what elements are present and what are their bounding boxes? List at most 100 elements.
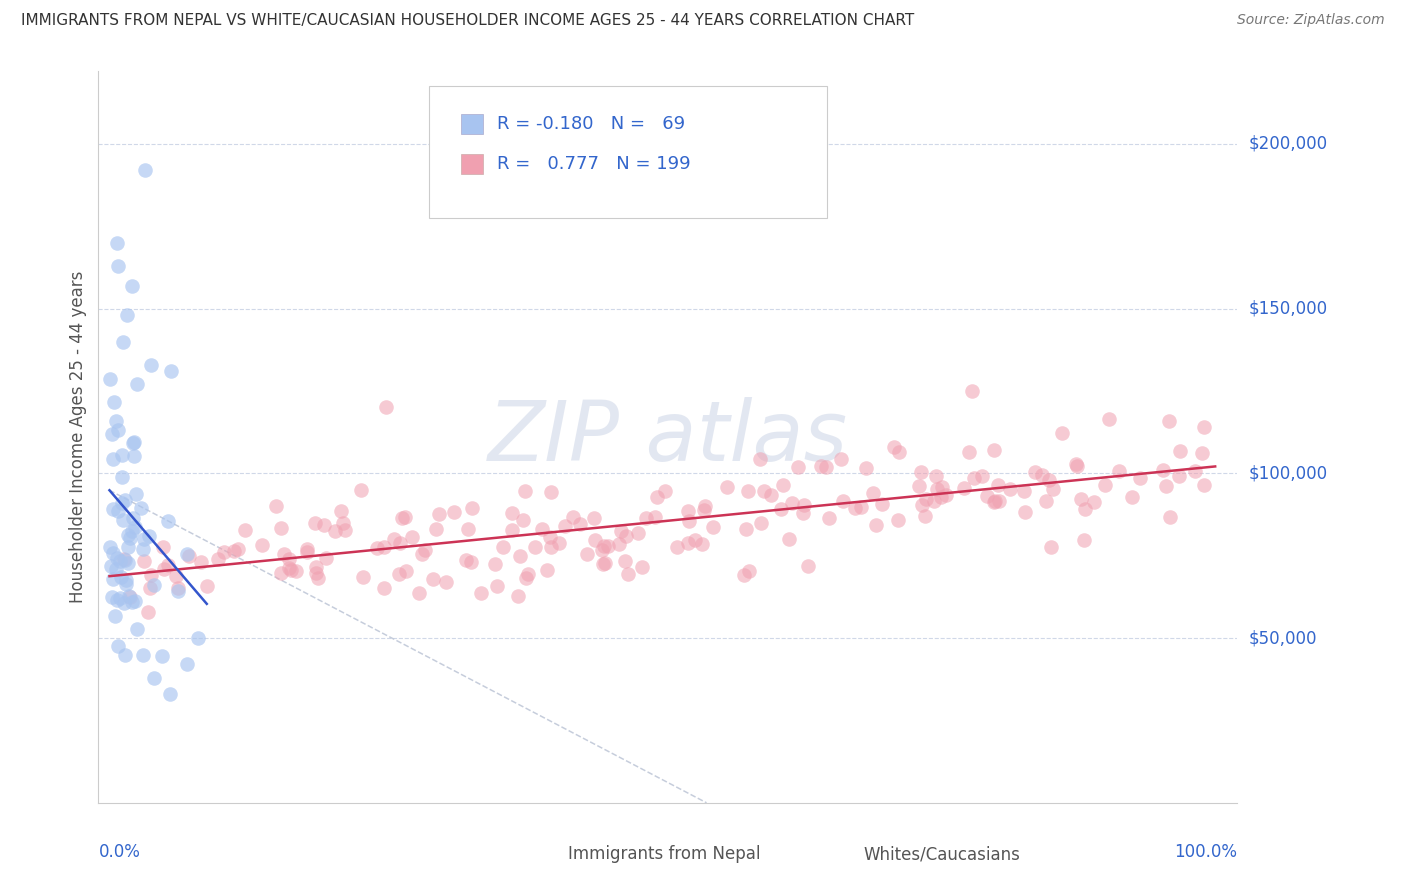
- Point: [122, 449, 145, 463]
- Point: [548, 536, 571, 550]
- Point: [124, 435, 146, 450]
- Point: [911, 498, 934, 512]
- Point: [538, 530, 561, 544]
- Point: [523, 540, 546, 554]
- Point: [233, 523, 256, 537]
- Text: ZIP atlas: ZIP atlas: [488, 397, 848, 477]
- Point: [1192, 420, 1215, 434]
- Point: [117, 589, 139, 603]
- Point: [101, 451, 124, 466]
- Point: [865, 518, 887, 533]
- Point: [132, 533, 155, 547]
- Point: [693, 499, 716, 513]
- Point: [350, 483, 373, 497]
- Point: [1064, 458, 1087, 472]
- Point: [166, 584, 188, 599]
- Point: [987, 493, 1010, 508]
- Point: [394, 510, 416, 524]
- Point: [114, 492, 136, 507]
- Point: [792, 506, 814, 520]
- Point: [222, 543, 245, 558]
- Point: [1108, 464, 1130, 478]
- Point: [167, 581, 190, 595]
- Point: [111, 469, 134, 483]
- Point: [485, 579, 508, 593]
- Point: [195, 579, 218, 593]
- Point: [844, 500, 866, 515]
- Point: [735, 522, 758, 536]
- Point: [456, 552, 478, 566]
- Point: [461, 500, 484, 515]
- Point: [270, 521, 292, 535]
- Point: [332, 516, 354, 531]
- Point: [782, 495, 804, 509]
- Point: [382, 533, 405, 547]
- Point: [98, 541, 121, 555]
- Point: [142, 671, 165, 685]
- Point: [907, 479, 929, 493]
- Point: [270, 566, 292, 581]
- Point: [983, 442, 1005, 457]
- Point: [596, 540, 619, 554]
- Point: [872, 497, 894, 511]
- Point: [692, 503, 714, 517]
- Point: [121, 435, 143, 450]
- Text: 100.0%: 100.0%: [1174, 843, 1237, 861]
- Point: [676, 535, 699, 549]
- Point: [1121, 490, 1143, 504]
- Text: R =   0.777   N = 199: R = 0.777 N = 199: [496, 155, 690, 173]
- Point: [117, 540, 139, 554]
- Point: [1035, 494, 1057, 508]
- Point: [114, 552, 136, 566]
- Point: [1184, 463, 1206, 477]
- Point: [366, 541, 388, 556]
- Text: $200,000: $200,000: [1249, 135, 1327, 153]
- Point: [427, 508, 450, 522]
- FancyBboxPatch shape: [429, 86, 827, 218]
- Point: [212, 545, 235, 559]
- Point: [297, 545, 319, 559]
- Point: [501, 506, 523, 520]
- Point: [104, 562, 127, 576]
- Point: [139, 581, 162, 595]
- Point: [849, 500, 872, 514]
- Point: [592, 539, 614, 553]
- Point: [513, 484, 536, 499]
- Point: [987, 477, 1010, 491]
- FancyBboxPatch shape: [461, 154, 482, 175]
- FancyBboxPatch shape: [531, 845, 548, 863]
- Point: [536, 563, 558, 577]
- Point: [575, 547, 598, 561]
- Point: [114, 648, 136, 663]
- Point: [924, 469, 946, 483]
- Point: [676, 503, 699, 517]
- Point: [1000, 483, 1022, 497]
- Point: [749, 452, 772, 467]
- Point: [1168, 444, 1191, 458]
- Point: [305, 566, 328, 580]
- Point: [141, 358, 163, 372]
- Point: [127, 377, 149, 392]
- Point: [304, 516, 326, 530]
- Point: [1050, 425, 1073, 440]
- Point: [408, 586, 430, 600]
- Point: [150, 648, 173, 663]
- Text: $100,000: $100,000: [1249, 465, 1327, 483]
- Point: [98, 372, 121, 386]
- Point: [963, 471, 986, 485]
- Point: [832, 493, 855, 508]
- Point: [1159, 509, 1181, 524]
- Point: [1157, 414, 1180, 428]
- Point: [738, 564, 761, 578]
- Point: [132, 542, 155, 557]
- Point: [129, 501, 152, 516]
- Point: [117, 556, 139, 570]
- Point: [413, 543, 436, 558]
- Point: [772, 478, 794, 492]
- Point: [110, 591, 132, 606]
- Point: [540, 540, 562, 554]
- Point: [159, 687, 181, 701]
- Point: [509, 549, 531, 563]
- Point: [984, 494, 1007, 508]
- Point: [759, 488, 782, 502]
